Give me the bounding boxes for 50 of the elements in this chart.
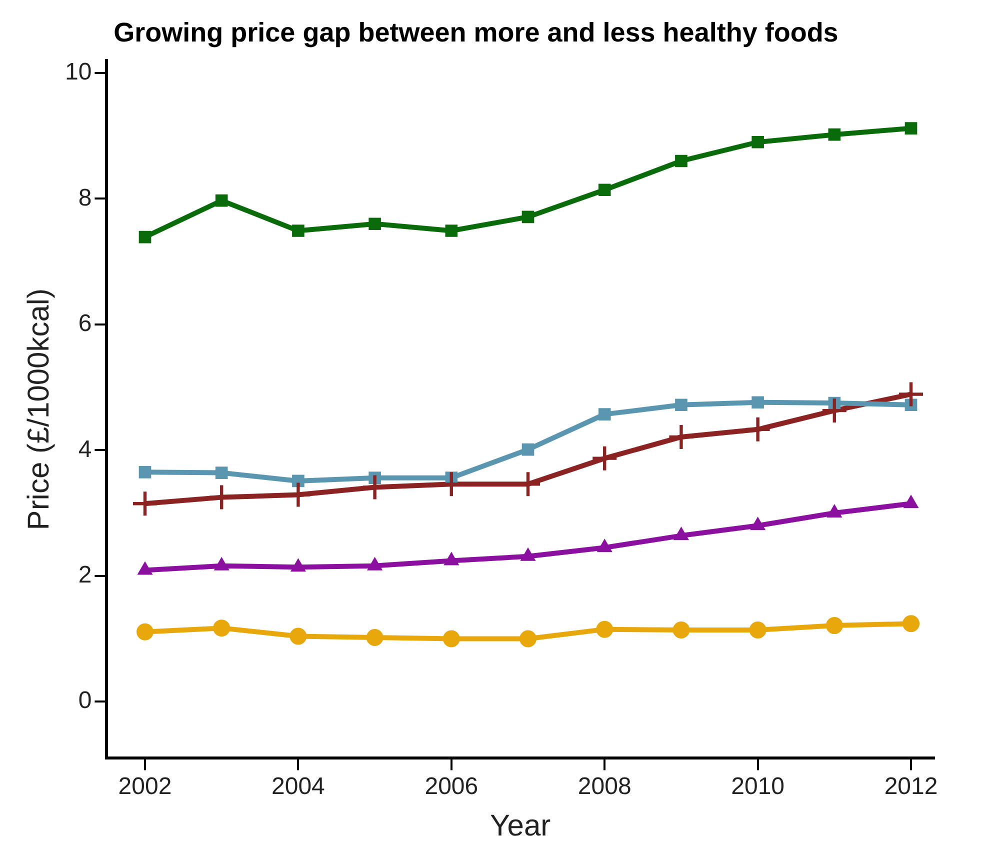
point xyxy=(746,417,770,442)
point xyxy=(368,218,381,230)
point xyxy=(749,621,766,638)
point xyxy=(592,446,617,470)
y-axis-title: Price (£/1000kcal) xyxy=(22,288,56,530)
y-tick-label: 4 xyxy=(78,436,92,463)
point xyxy=(752,136,764,148)
point xyxy=(292,474,304,488)
point xyxy=(522,210,534,224)
point xyxy=(596,620,614,638)
point xyxy=(292,224,304,237)
point xyxy=(366,629,384,646)
y-tick-label: 0 xyxy=(78,687,92,714)
point xyxy=(138,230,152,244)
x-tick-label: 2008 xyxy=(578,773,632,800)
y-tick-label: 8 xyxy=(78,184,92,212)
point xyxy=(752,396,764,409)
point xyxy=(290,628,307,645)
x-tick-label: 2004 xyxy=(272,773,325,800)
y-tick-label: 10 xyxy=(64,58,92,86)
point xyxy=(598,184,611,196)
x-tick-label: 2002 xyxy=(118,773,172,800)
y-tick-label: 6 xyxy=(78,310,92,338)
point xyxy=(215,194,228,207)
y-tick-label: 2 xyxy=(78,562,92,589)
point xyxy=(520,630,537,648)
point xyxy=(675,398,688,412)
chart-title: Growing price gap between more and less healthy foods xyxy=(114,18,838,48)
x-tick-label: 2006 xyxy=(424,773,478,800)
point xyxy=(828,128,841,141)
point xyxy=(598,408,611,420)
point xyxy=(899,382,924,406)
point xyxy=(136,623,154,640)
point xyxy=(902,615,920,632)
x-axis-title: Year xyxy=(490,809,551,842)
point xyxy=(215,466,228,479)
point xyxy=(904,122,918,134)
point xyxy=(132,492,157,516)
point xyxy=(522,443,534,456)
point xyxy=(213,620,230,637)
point xyxy=(445,224,458,237)
point xyxy=(138,466,152,478)
point xyxy=(675,154,688,168)
x-tick-label: 2012 xyxy=(884,773,938,800)
point xyxy=(822,398,846,423)
x-tick-label: 2010 xyxy=(731,773,785,800)
point xyxy=(672,621,690,638)
point xyxy=(669,424,694,449)
point xyxy=(826,617,843,634)
point xyxy=(442,630,460,648)
